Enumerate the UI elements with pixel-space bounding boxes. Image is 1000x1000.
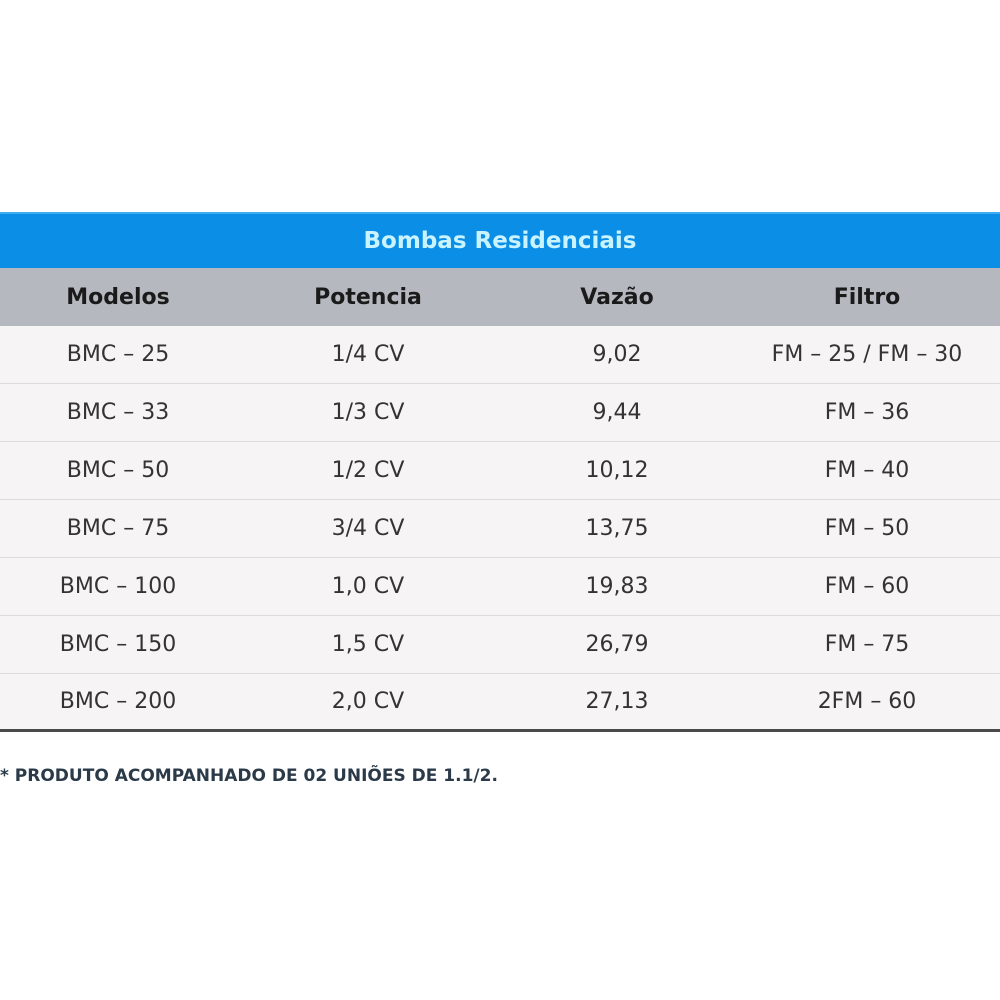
table-row: BMC – 100 1,0 CV 19,83 FM – 60 xyxy=(0,558,1000,616)
column-header-modelos: Modelos xyxy=(66,284,170,310)
table-row: BMC – 25 1/4 CV 9,02 FM – 25 / FM – 30 xyxy=(0,326,1000,384)
power-cell: 1/4 CV xyxy=(331,342,405,367)
model-cell: BMC – 100 xyxy=(59,574,177,599)
power-cell: 3/4 CV xyxy=(331,516,405,541)
filter-cell: FM – 60 xyxy=(824,574,910,599)
table-body: BMC – 25 1/4 CV 9,02 FM – 25 / FM – 30 BMC –… xyxy=(0,326,1000,732)
pump-table: Modelos Potencia Vazão Filtro BMC – 25 1/… xyxy=(0,268,1000,732)
flow-cell: 19,83 xyxy=(585,574,649,599)
filter-cell: FM – 36 xyxy=(824,400,910,425)
table-title: Bombas Residenciais xyxy=(0,212,1000,268)
filter-cell: FM – 50 xyxy=(824,516,910,541)
flow-cell: 26,79 xyxy=(585,632,649,657)
flow-cell: 9,44 xyxy=(592,400,642,425)
power-cell: 1,5 CV xyxy=(331,632,405,657)
flow-cell: 13,75 xyxy=(585,516,649,541)
column-header-vazao: Vazão xyxy=(580,284,654,310)
model-cell: BMC – 200 xyxy=(59,689,177,714)
footnote: * PRODUTO ACOMPANHADO DE 02 UNIÕES DE 1.… xyxy=(0,766,498,786)
flow-cell: 10,12 xyxy=(585,458,649,483)
model-cell: BMC – 50 xyxy=(66,458,170,483)
power-cell: 1,0 CV xyxy=(331,574,405,599)
filter-cell: FM – 75 xyxy=(824,632,910,657)
table-row: BMC – 33 1/3 CV 9,44 FM – 36 xyxy=(0,384,1000,442)
filter-cell: 2FM – 60 xyxy=(817,689,917,714)
table-row: BMC – 200 2,0 CV 27,13 2FM – 60 xyxy=(0,674,1000,732)
table-row: BMC – 50 1/2 CV 10,12 FM – 40 xyxy=(0,442,1000,500)
power-cell: 2,0 CV xyxy=(331,689,405,714)
model-cell: BMC – 75 xyxy=(66,516,170,541)
table-header-row: Modelos Potencia Vazão Filtro xyxy=(0,268,1000,326)
column-header-filtro: Filtro xyxy=(833,284,901,310)
power-cell: 1/3 CV xyxy=(331,400,405,425)
model-cell: BMC – 150 xyxy=(59,632,177,657)
table-row: BMC – 150 1,5 CV 26,79 FM – 75 xyxy=(0,616,1000,674)
model-cell: BMC – 25 xyxy=(66,342,170,367)
filter-cell: FM – 40 xyxy=(824,458,910,483)
table-row: BMC – 75 3/4 CV 13,75 FM – 50 xyxy=(0,500,1000,558)
column-header-potencia: Potencia xyxy=(314,284,422,310)
model-cell: BMC – 33 xyxy=(66,400,170,425)
flow-cell: 27,13 xyxy=(585,689,649,714)
filter-cell: FM – 25 / FM – 30 xyxy=(771,342,963,367)
flow-cell: 9,02 xyxy=(592,342,642,367)
power-cell: 1/2 CV xyxy=(331,458,405,483)
